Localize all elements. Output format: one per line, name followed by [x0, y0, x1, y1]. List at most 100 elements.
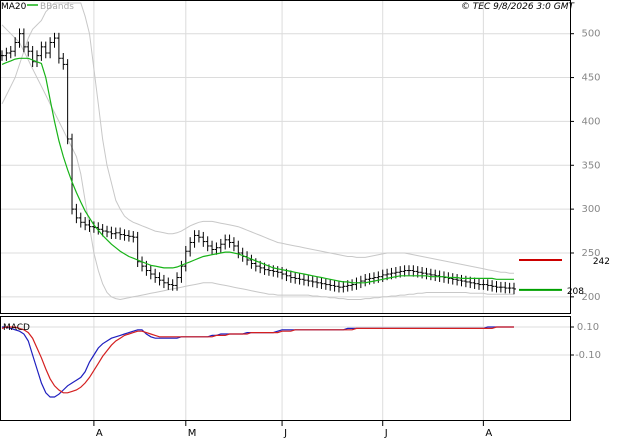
ohlc-bar: [30, 45, 35, 68]
ohlc-bar: [503, 281, 508, 294]
price-tick-label: 350: [581, 160, 600, 171]
ohlc-bar: [424, 267, 429, 280]
ohlc-bar: [363, 274, 368, 287]
bbands-upper-line: [1, 2, 514, 274]
ohlc-bar: [4, 47, 9, 61]
ohlc-bar: [376, 271, 381, 283]
ohlc-bar: [306, 274, 311, 287]
ohlc-bar: [21, 28, 26, 53]
price-tick-label: 200: [581, 292, 600, 303]
ohlc-bar: [218, 238, 223, 253]
ohlc-bar: [214, 242, 219, 255]
ohlc-bar: [411, 265, 416, 277]
ohlc-bar: [153, 268, 158, 283]
ohlc-bar: [161, 274, 166, 289]
ohlc-bar: [87, 219, 92, 232]
macd-line: [2, 326, 514, 398]
ohlc-bar: [78, 212, 83, 228]
ohlc-bar: [459, 274, 464, 287]
ohlc-bar: [455, 274, 460, 286]
ohlc-bar: [175, 272, 180, 291]
ohlc-bar: [428, 268, 433, 281]
month-tick-label: A: [96, 428, 103, 439]
macd-tick-label: -0.10: [575, 350, 601, 361]
resistance-level-label: 242: [593, 257, 610, 267]
month-tick-label: A: [485, 428, 492, 439]
bbands-lower-line: [1, 24, 514, 301]
ohlc-bar: [450, 273, 455, 285]
ohlc-bar: [512, 282, 516, 295]
ohlc-bar: [43, 41, 48, 59]
ohlc-bar: [65, 59, 70, 145]
support-level-label: 208: [567, 287, 584, 297]
ohlc-bar: [0, 50, 4, 61]
bollinger-bands: [1, 2, 514, 301]
ohlc-bar: [148, 265, 153, 280]
ohlc-bar: [371, 272, 376, 284]
ohlc-bar: [490, 280, 495, 292]
ohlc-bar: [113, 227, 118, 239]
ohlc-bar: [301, 274, 306, 286]
ohlc-bar: [205, 236, 210, 252]
ma20-legend-label: MA20: [1, 2, 27, 12]
macd-panel-title: MACD: [3, 323, 30, 333]
ohlc-bar: [183, 245, 188, 272]
ohlc-bar: [196, 230, 201, 243]
ohlc-bar: [135, 231, 140, 268]
price-tick-label: 250: [581, 248, 600, 259]
ohlc-bar: [140, 256, 145, 272]
macd-series: [1, 326, 514, 398]
ohlc-bar: [485, 279, 490, 291]
price-axis-ticks: 500 450 400 350 300 250 200: [570, 29, 601, 303]
price-tick-label: 300: [581, 204, 600, 215]
ohlc-bar: [328, 279, 333, 291]
ohlc-bar: [122, 229, 127, 241]
ohlc-bar: [402, 265, 407, 277]
ohlc-bar: [323, 278, 328, 290]
ohlc-bar: [100, 224, 105, 237]
copyright-text: © TEC 9/8/2026 3:0 GMT: [461, 2, 576, 12]
ohlc-bar: [157, 272, 162, 286]
macd-tick-label: 0.10: [577, 322, 599, 333]
ohlc-bar: [83, 217, 88, 231]
ohlc-bar: [105, 225, 110, 238]
ohlc-bar: [332, 280, 337, 292]
ohlc-bar: [201, 231, 206, 247]
ohlc-bar: [39, 41, 44, 61]
ohlc-bar: [472, 277, 477, 289]
signal-line: [1, 326, 514, 394]
price-panel-frame: [0, 0, 571, 314]
ohlc-bar: [367, 273, 372, 285]
ohlc-bar: [249, 254, 254, 269]
ohlc-bar: [275, 266, 280, 278]
ohlc-bar: [131, 231, 136, 243]
ohlc-bar: [319, 277, 324, 289]
price-tick-label: 500: [581, 29, 600, 40]
ohlc-bar: [70, 133, 75, 215]
ohlc-bar: [358, 275, 363, 289]
ohlc-bar: [236, 240, 241, 259]
ohlc-bar: [227, 234, 232, 248]
month-tick-label: J: [283, 428, 287, 439]
ohlc-bar: [341, 281, 346, 293]
ohlc-bar: [192, 230, 197, 248]
ohlc-bar: [476, 278, 481, 290]
ohlc-bar: [126, 230, 131, 242]
month-tick-label: J: [384, 428, 388, 439]
ohlc-bar: [17, 28, 22, 48]
ma20-line: [1, 57, 514, 284]
ohlc-bar: [231, 237, 236, 252]
ohlc-bar: [288, 270, 293, 283]
ohlc-bar: [35, 50, 40, 68]
ohlc-bar: [350, 279, 355, 291]
macd-axis-ticks: 0.10 -0.10: [570, 322, 601, 361]
ohlc-bar: [61, 52, 66, 70]
ohlc-bar: [498, 281, 503, 293]
ohlc-bar: [52, 32, 57, 48]
ohlc-bar: [336, 281, 341, 293]
ohlc-bar: [210, 240, 215, 255]
ohlc-bar: [170, 279, 175, 291]
ohlc-bar: [56, 32, 61, 64]
